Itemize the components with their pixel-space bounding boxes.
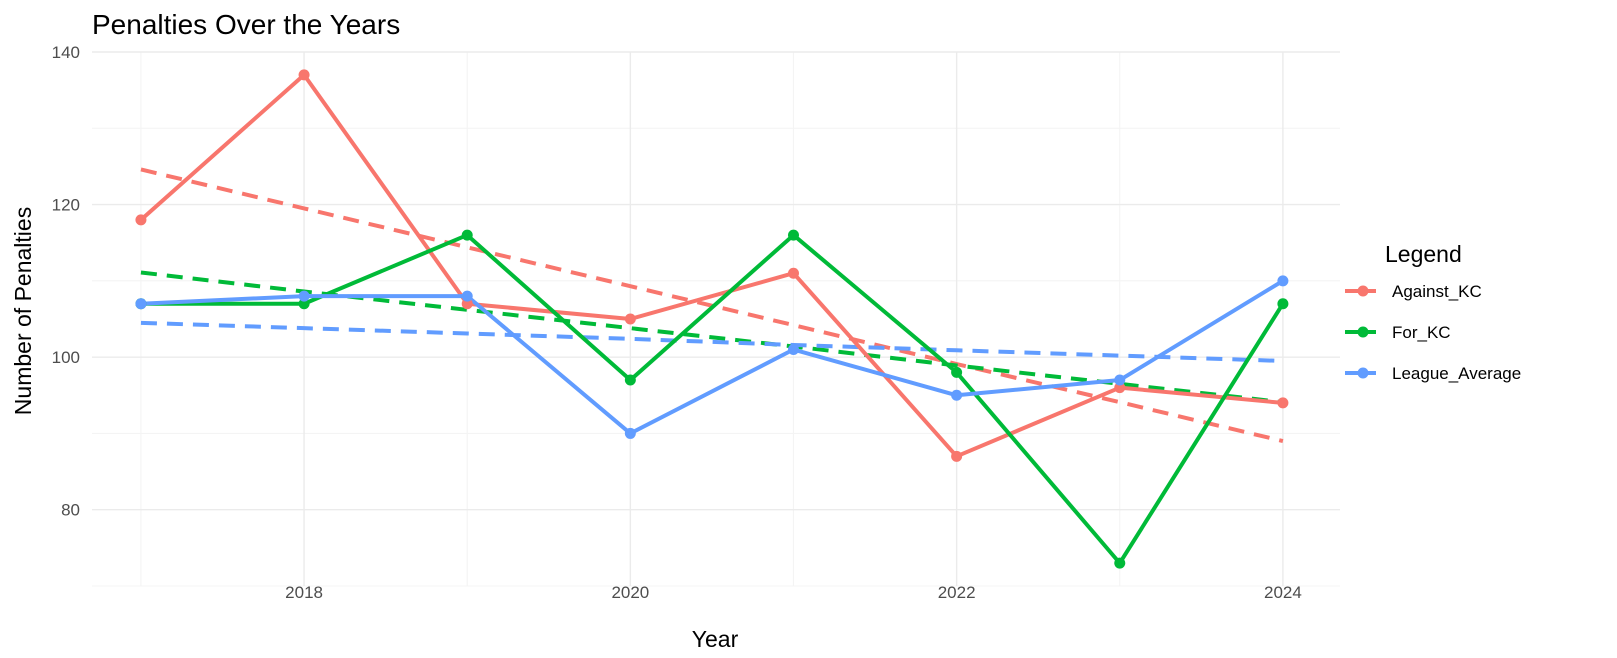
data-points [135, 69, 1289, 569]
data-point-for-kc [624, 374, 636, 386]
x-axis-title: Year [692, 626, 739, 652]
data-point-league-average [461, 290, 473, 302]
legend-items: Against_KC For_KC League_Average [1345, 282, 1521, 383]
x-tick-label: 2020 [611, 583, 649, 602]
grid [92, 51, 1340, 587]
legend-item-for-kc: For_KC [1345, 323, 1451, 342]
data-point-league-average [298, 290, 310, 302]
y-tick-label: 100 [52, 348, 80, 367]
data-point-against-kc [787, 267, 799, 279]
y-tick-label: 140 [52, 43, 80, 62]
data-point-league-average [1114, 374, 1126, 386]
legend-item-league-average: League_Average [1345, 364, 1521, 383]
data-point-league-average [951, 389, 963, 401]
data-point-league-average [787, 344, 799, 356]
data-point-against-kc [624, 313, 636, 325]
series-lines [138, 72, 1285, 566]
x-tick-label: 2018 [285, 583, 323, 602]
legend-label: For_KC [1392, 323, 1451, 342]
legend-label: League_Average [1392, 364, 1521, 383]
data-point-league-average [135, 298, 147, 310]
data-point-against-kc [135, 214, 147, 226]
data-point-for-kc [787, 229, 799, 241]
axes: 2018 2020 2022 2024 80 100 120 140 [52, 43, 1302, 602]
legend-title: Legend [1385, 241, 1462, 267]
data-point-league-average [624, 427, 636, 439]
data-point-league-average [1277, 275, 1289, 287]
legend-key-point [1357, 326, 1369, 338]
data-point-against-kc [1114, 382, 1126, 394]
legend-label: Against_KC [1392, 282, 1482, 301]
data-point-against-kc [1277, 397, 1289, 409]
series-line-against-kc [138, 72, 1285, 459]
y-tick-label: 80 [61, 501, 80, 520]
series-line-for-kc [138, 233, 1285, 566]
legend-item-against-kc: Against_KC [1345, 282, 1482, 301]
trend-line-league-average [140, 320, 1283, 363]
data-point-against-kc [461, 298, 473, 310]
x-tick-label: 2024 [1264, 583, 1302, 602]
data-point-for-kc [1114, 557, 1126, 569]
y-tick-label: 120 [52, 196, 80, 215]
series-line-league-average [138, 278, 1285, 436]
legend: Legend Against_KC For_KC League_Average [1345, 241, 1521, 383]
legend-key-point [1357, 285, 1369, 297]
data-point-for-kc [951, 366, 963, 378]
data-point-for-kc [461, 229, 473, 241]
chart-title: Penalties Over the Years [92, 9, 400, 40]
data-point-against-kc [951, 450, 963, 462]
x-tick-label: 2022 [938, 583, 976, 602]
legend-key-point [1357, 367, 1369, 379]
data-point-for-kc [298, 298, 310, 310]
data-point-for-kc [1277, 298, 1289, 310]
y-axis-title: Number of Penalties [10, 207, 36, 415]
data-point-against-kc [298, 69, 310, 81]
